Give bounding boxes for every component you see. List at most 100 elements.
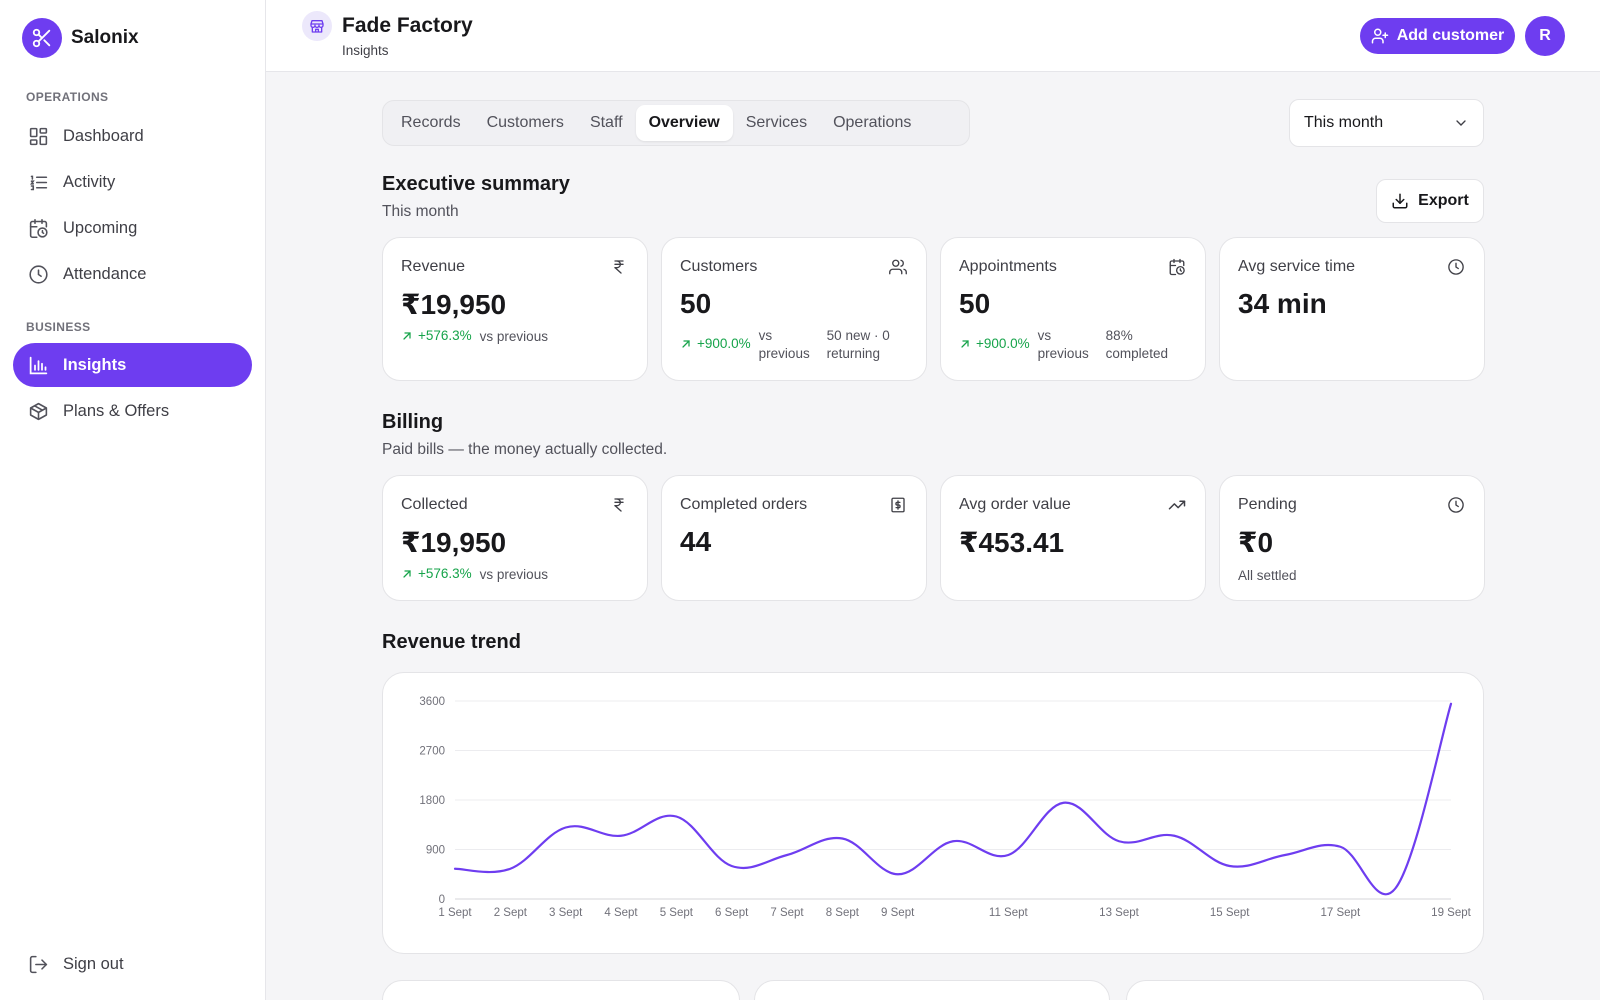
x-tick-label: 15 Sept: [1210, 907, 1250, 919]
card-value: ₹19,950: [401, 289, 507, 320]
users-icon: [888, 257, 908, 277]
delta-label: vs previous: [758, 328, 810, 361]
sign-out-label: Sign out: [63, 954, 124, 973]
sidebar-item-dashboard[interactable]: Dashboard: [13, 114, 252, 158]
arrow-up-right-icon: [961, 339, 969, 348]
y-tick-label: 2700: [419, 746, 445, 758]
sidebar-item-label: Insights: [63, 355, 127, 374]
section-label-operations: OPERATIONS: [26, 90, 109, 104]
x-tick-label: 6 Sept: [715, 907, 749, 919]
store-icon: [302, 11, 332, 41]
calendar-clock-icon: [1167, 257, 1187, 277]
calendar-clock-icon: [27, 217, 49, 239]
card-title: Avg service time: [1238, 258, 1356, 275]
x-tick-label: 5 Sept: [660, 907, 694, 919]
sidebar-item-label: Upcoming: [63, 218, 138, 237]
delta-label: vs previous: [479, 329, 548, 344]
export-button[interactable]: Export: [1376, 179, 1484, 223]
completed-orders-card: Completed orders 44: [661, 475, 927, 601]
receipt-icon: [888, 495, 908, 515]
grid-icon: [27, 125, 49, 147]
clock-icon: [1446, 495, 1466, 515]
y-tick-label: 900: [426, 845, 445, 857]
delta-extra: 88% completed: [1105, 328, 1168, 361]
sidebar-item-label: Activity: [63, 172, 116, 191]
sidebar-item-upcoming[interactable]: Upcoming: [13, 206, 252, 250]
y-tick-label: 1800: [419, 795, 445, 807]
sidebar-item-plans-offers[interactable]: Plans & Offers: [13, 389, 252, 433]
sidebar-item-insights[interactable]: Insights: [13, 343, 252, 387]
sign-out-button[interactable]: Sign out: [13, 942, 252, 986]
billing-subtitle: Paid bills — the money actually collecte…: [382, 441, 668, 458]
revenue-card: Revenue ₹19,950 +576.3% vs previous: [382, 237, 648, 381]
delta-value: +900.0%: [697, 336, 751, 351]
customers-card: Customers 50 +900.0% vs previous 50 new …: [661, 237, 927, 381]
summary-subtitle: This month: [382, 203, 459, 220]
add-customer-label: Add customer: [1396, 27, 1505, 44]
x-tick-label: 8 Sept: [826, 907, 860, 919]
revenue-trend-svg: 0 900 1800 2700 3600 1 Sept 2 Sept 3 Sept 4 Sept…: [419, 696, 1471, 919]
period-select-value: This month: [1304, 114, 1384, 131]
card-note: All settled: [1238, 568, 1297, 583]
x-tick-label: 4 Sept: [604, 907, 638, 919]
top-header: Fade Factory Insights Add customer R: [266, 0, 1600, 72]
card-value: ₹0: [1238, 527, 1274, 558]
add-customer-button[interactable]: Add customer: [1360, 18, 1515, 54]
clock-icon: [27, 263, 49, 285]
y-tick-label: 3600: [419, 696, 445, 708]
card-value: 44: [680, 526, 712, 557]
x-tick-label: 2 Sept: [494, 907, 528, 919]
x-tick-label: 1 Sept: [438, 907, 472, 919]
user-plus-icon: [1371, 28, 1388, 44]
x-tick-label: 3 Sept: [549, 907, 583, 919]
sidebar-item-activity[interactable]: Activity: [13, 160, 252, 204]
arrow-up-right-icon: [403, 569, 411, 578]
log-out-icon: [27, 953, 49, 975]
tab-services[interactable]: Services: [745, 114, 808, 131]
card-title: Collected: [401, 496, 468, 513]
scissors-icon: [22, 18, 62, 58]
section-label-business: BUSINESS: [26, 320, 91, 334]
y-tick-label: 0: [439, 894, 445, 906]
trending-up-icon: [1167, 495, 1187, 515]
x-tick-label: 19 Sept: [1431, 907, 1471, 919]
chevron-down-icon: [1456, 120, 1466, 126]
billing-title: Billing: [382, 411, 444, 433]
appointments-card: Appointments 50 +900.0% vs previous 88% …: [940, 237, 1206, 381]
brand[interactable]: Salonix: [22, 18, 139, 58]
delta-value: +900.0%: [976, 336, 1030, 351]
tab-operations[interactable]: Operations: [833, 114, 912, 131]
card-value: 50: [680, 288, 712, 319]
card-title: Customers: [680, 258, 758, 275]
export-label: Export: [1418, 192, 1469, 209]
arrow-up-right-icon: [682, 339, 690, 348]
card-value: 34 min: [1238, 288, 1327, 319]
pending-card: Pending ₹0 All settled: [1219, 475, 1485, 601]
sidebar: Salonix OPERATIONS Dashboard Activity Up…: [0, 0, 266, 1000]
tab-staff[interactable]: Staff: [589, 114, 623, 131]
package-icon: [27, 400, 49, 422]
card-value: 50: [959, 288, 991, 319]
x-tick-label: 17 Sept: [1321, 907, 1361, 919]
period-select[interactable]: This month: [1289, 99, 1484, 147]
sidebar-item-attendance[interactable]: Attendance: [13, 252, 252, 296]
brand-name: Salonix: [71, 27, 139, 48]
list-icon: [27, 171, 49, 193]
page-subtitle: Insights: [342, 43, 389, 58]
card-title: Revenue: [401, 258, 466, 275]
avg-service-time-card: Avg service time 34 min: [1219, 237, 1485, 381]
lower-card: [382, 980, 740, 1000]
lower-card: [1126, 980, 1484, 1000]
tab-customers[interactable]: Customers: [486, 114, 564, 131]
revenue-trend-chart: 0 900 1800 2700 3600 1 Sept 2 Sept 3 Sept 4 Sept…: [382, 672, 1484, 954]
revenue-series-line: [453, 702, 1453, 896]
card-value: ₹19,950: [401, 527, 507, 558]
page-title: Fade Factory: [342, 14, 473, 37]
card-delta: +900.0% vs previous 88% completed: [959, 327, 1180, 363]
tab-overview[interactable]: Overview: [635, 105, 733, 141]
avatar[interactable]: R: [1525, 16, 1565, 56]
card-value: ₹453.41: [959, 527, 1065, 558]
tab-records[interactable]: Records: [401, 114, 461, 131]
card-delta: +576.3% vs previous: [401, 328, 548, 346]
insights-tabs: Records Customers Staff Overview Service…: [382, 100, 970, 146]
